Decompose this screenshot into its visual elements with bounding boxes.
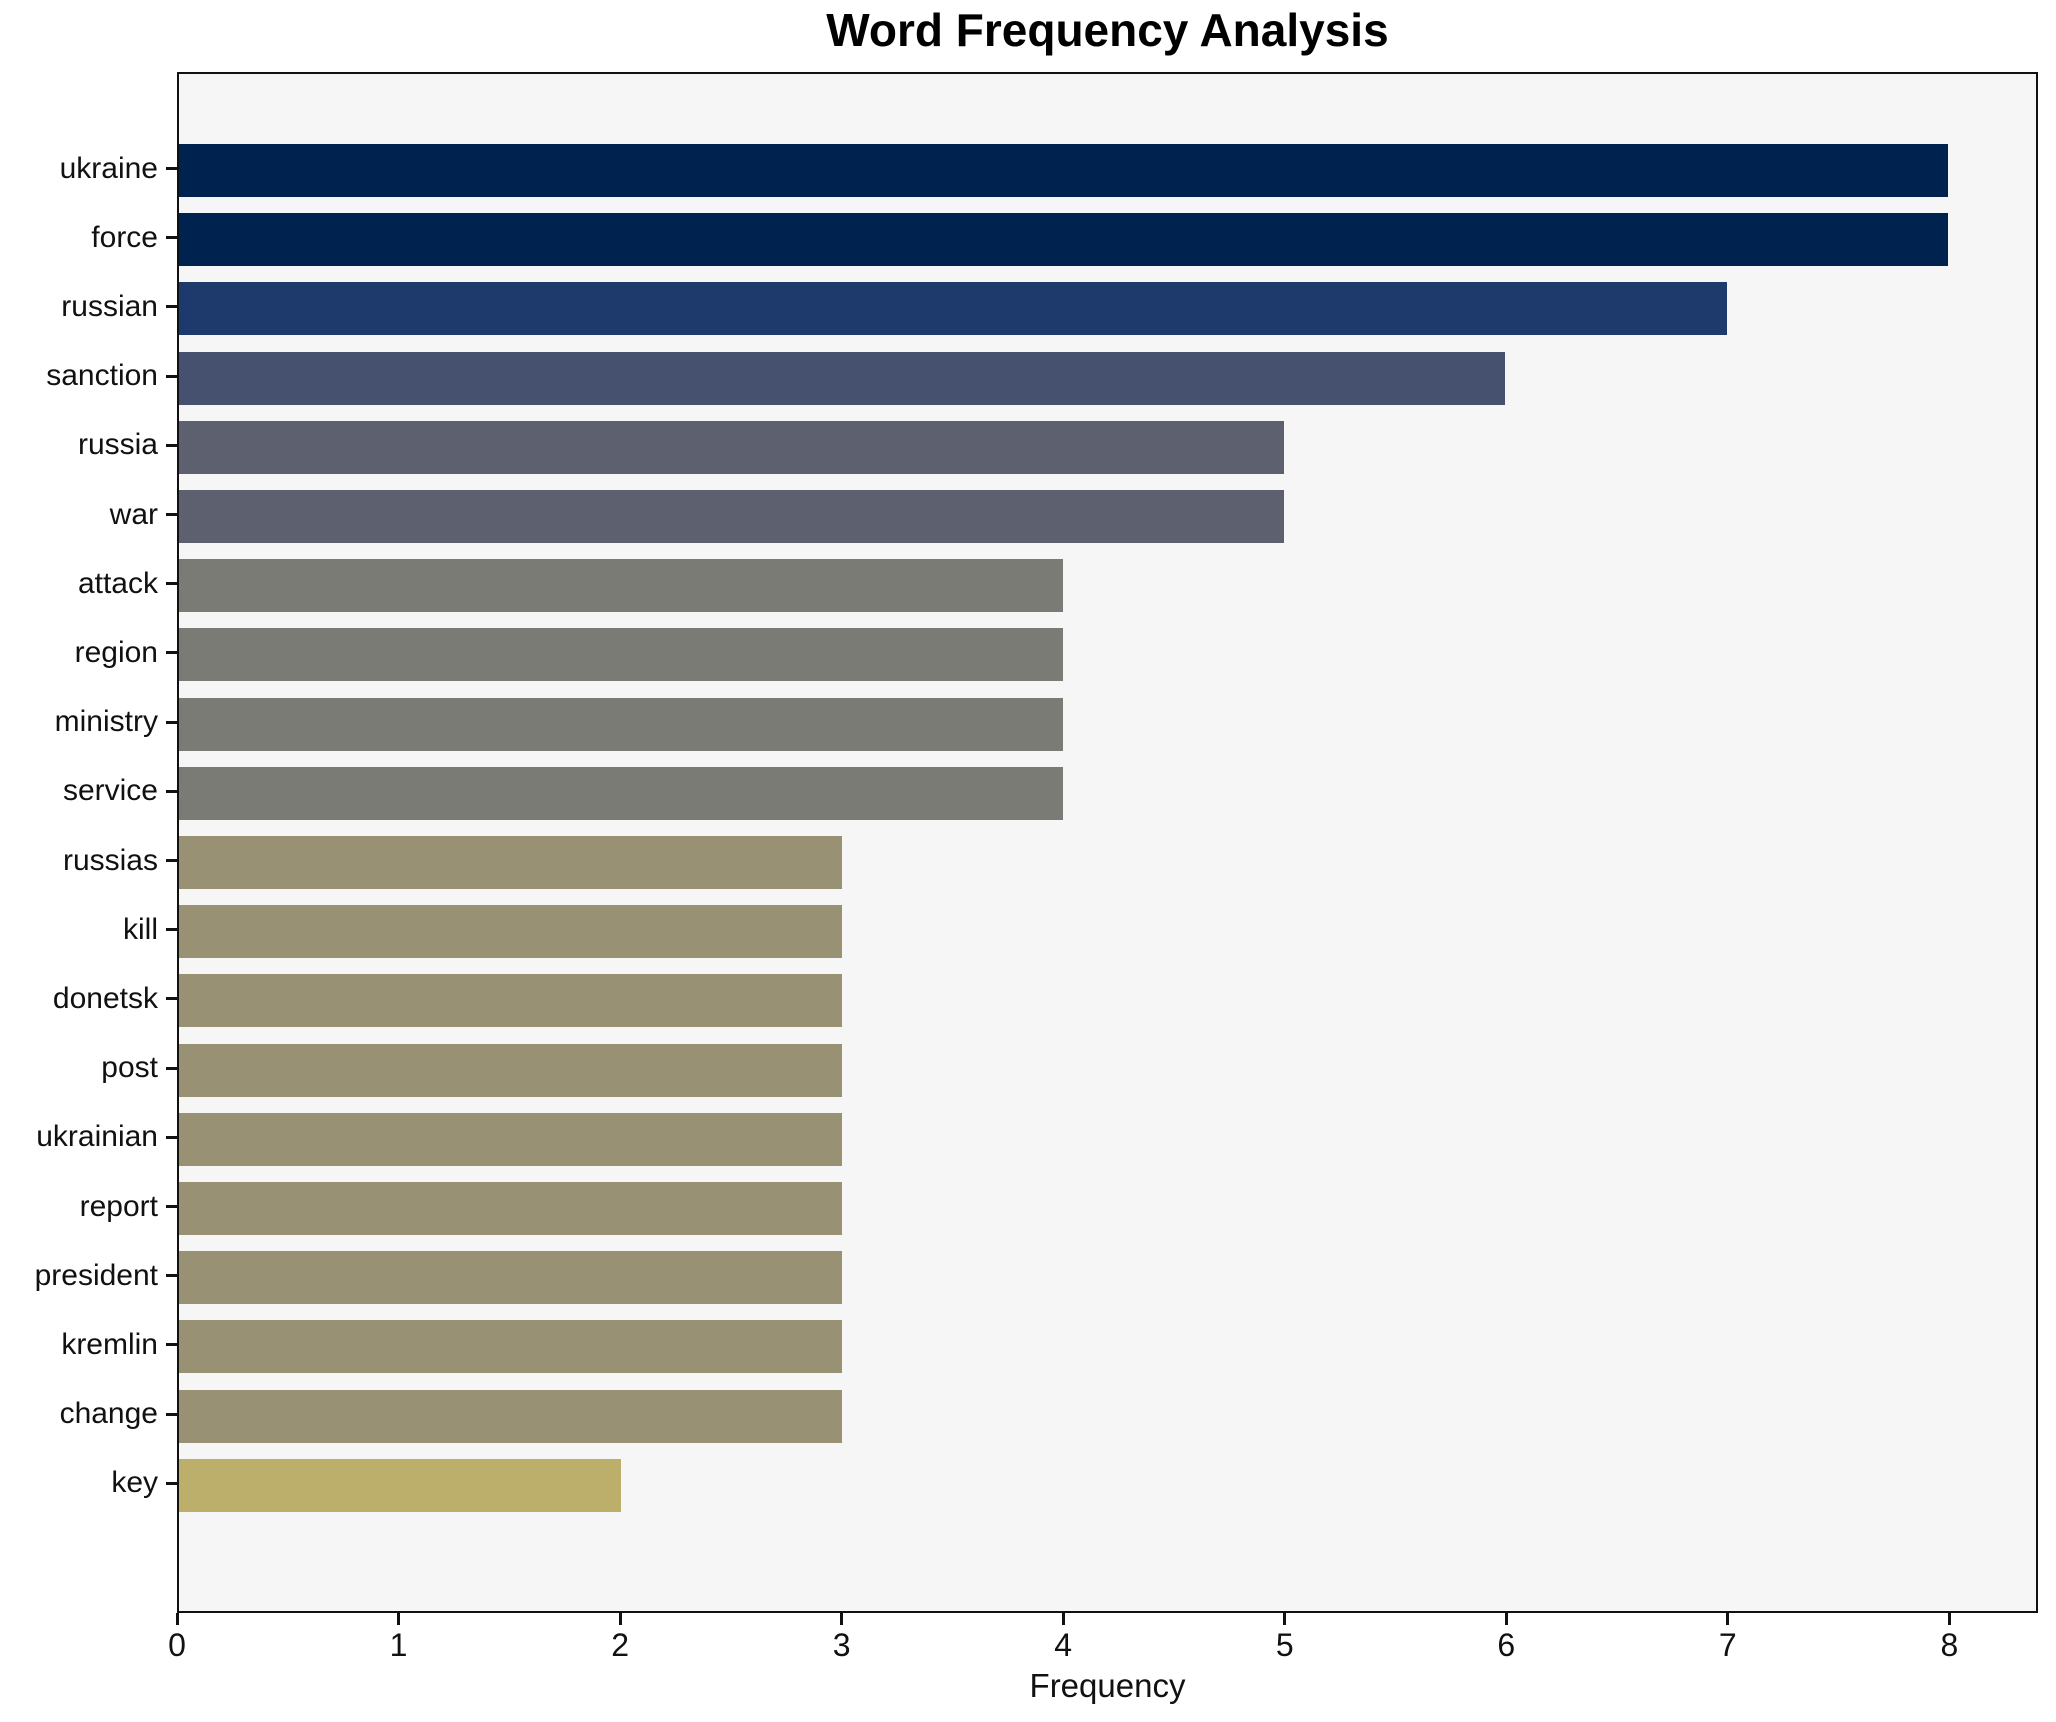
x-tick-mark: [840, 1613, 844, 1625]
x-tick-label: 4: [1054, 1627, 1073, 1663]
bar: [179, 697, 1064, 751]
y-tick-label: report: [79, 1189, 158, 1223]
bar: [179, 1458, 622, 1512]
x-tick-label: 3: [832, 1627, 851, 1663]
y-tick-label: attack: [77, 566, 158, 600]
y-tick-label: russias: [62, 843, 158, 877]
y-tick-mark: [166, 1343, 178, 1347]
y-tick-mark: [166, 997, 178, 1001]
bar: [179, 1043, 843, 1097]
x-tick-label: 1: [389, 1627, 408, 1663]
x-tick-mark: [1061, 1613, 1065, 1625]
x-tick-label: 7: [1718, 1627, 1737, 1663]
y-tick-label: war: [109, 497, 158, 531]
y-tick-label: region: [74, 635, 158, 669]
bar: [179, 628, 1064, 682]
y-tick-mark: [166, 1481, 178, 1485]
y-tick-mark: [166, 789, 178, 793]
y-tick-mark: [166, 720, 178, 724]
y-tick-label: russian: [61, 289, 158, 323]
bar: [179, 144, 1948, 197]
y-tick-label: russia: [77, 428, 158, 462]
y-tick-label: kill: [123, 912, 158, 946]
x-axis-label: Frequency: [1029, 1667, 1186, 1704]
bar: [179, 282, 1727, 336]
y-tick-mark: [166, 1274, 178, 1278]
x-tick-mark: [397, 1613, 401, 1625]
bar: [179, 974, 843, 1028]
plot-area: [177, 72, 2038, 1613]
x-tick-mark: [1504, 1613, 1508, 1625]
y-tick-mark: [166, 167, 178, 170]
y-tick-label: president: [34, 1258, 158, 1292]
bar: [179, 490, 1285, 543]
y-tick-label: service: [62, 774, 158, 808]
y-tick-label: change: [59, 1397, 158, 1431]
y-tick-mark: [166, 513, 178, 516]
y-tick-label: post: [101, 1051, 158, 1085]
x-tick-label: 0: [168, 1627, 186, 1663]
bar: [179, 1389, 843, 1443]
y-tick-mark: [166, 374, 178, 378]
y-tick-mark: [166, 236, 178, 240]
y-tick-label: ukrainian: [36, 1120, 158, 1154]
y-tick-mark: [166, 1135, 178, 1139]
y-tick-mark: [166, 1205, 178, 1208]
bar: [179, 420, 1285, 474]
y-tick-mark: [166, 1412, 178, 1416]
y-tick-label: ukraine: [59, 151, 158, 185]
y-tick-mark: [166, 443, 178, 447]
y-tick-mark: [166, 928, 178, 932]
bar: [179, 1251, 843, 1305]
x-tick-mark: [1283, 1613, 1287, 1625]
y-tick-mark: [166, 582, 178, 586]
bar: [179, 836, 843, 889]
y-tick-label: key: [111, 1466, 158, 1500]
x-tick-mark: [175, 1613, 179, 1625]
y-tick-label: force: [91, 220, 158, 254]
x-tick-mark: [618, 1613, 622, 1625]
bar: [179, 213, 1948, 267]
y-tick-mark: [166, 1066, 178, 1070]
bar: [179, 766, 1064, 820]
y-tick-label: kremlin: [61, 1327, 158, 1361]
x-tick-mark: [1947, 1613, 1951, 1625]
x-tick-label: 5: [1275, 1627, 1294, 1663]
bar: [179, 351, 1506, 405]
chart-title: Word Frequency Analysis: [826, 4, 1389, 56]
x-tick-label: 2: [611, 1627, 629, 1663]
x-tick-label: 8: [1940, 1627, 1959, 1663]
y-tick-mark: [166, 651, 178, 655]
bar: [179, 1182, 843, 1235]
y-tick-mark: [166, 859, 178, 862]
x-tick-label: 6: [1497, 1627, 1516, 1663]
y-tick-label: ministry: [54, 705, 158, 739]
bar: [179, 559, 1064, 613]
y-tick-label: donetsk: [52, 981, 158, 1015]
y-tick-label: sanction: [46, 359, 158, 393]
bar: [179, 1112, 843, 1166]
x-tick-mark: [1726, 1613, 1730, 1625]
y-tick-mark: [166, 305, 178, 309]
bar: [179, 905, 843, 959]
bar: [179, 1320, 843, 1374]
